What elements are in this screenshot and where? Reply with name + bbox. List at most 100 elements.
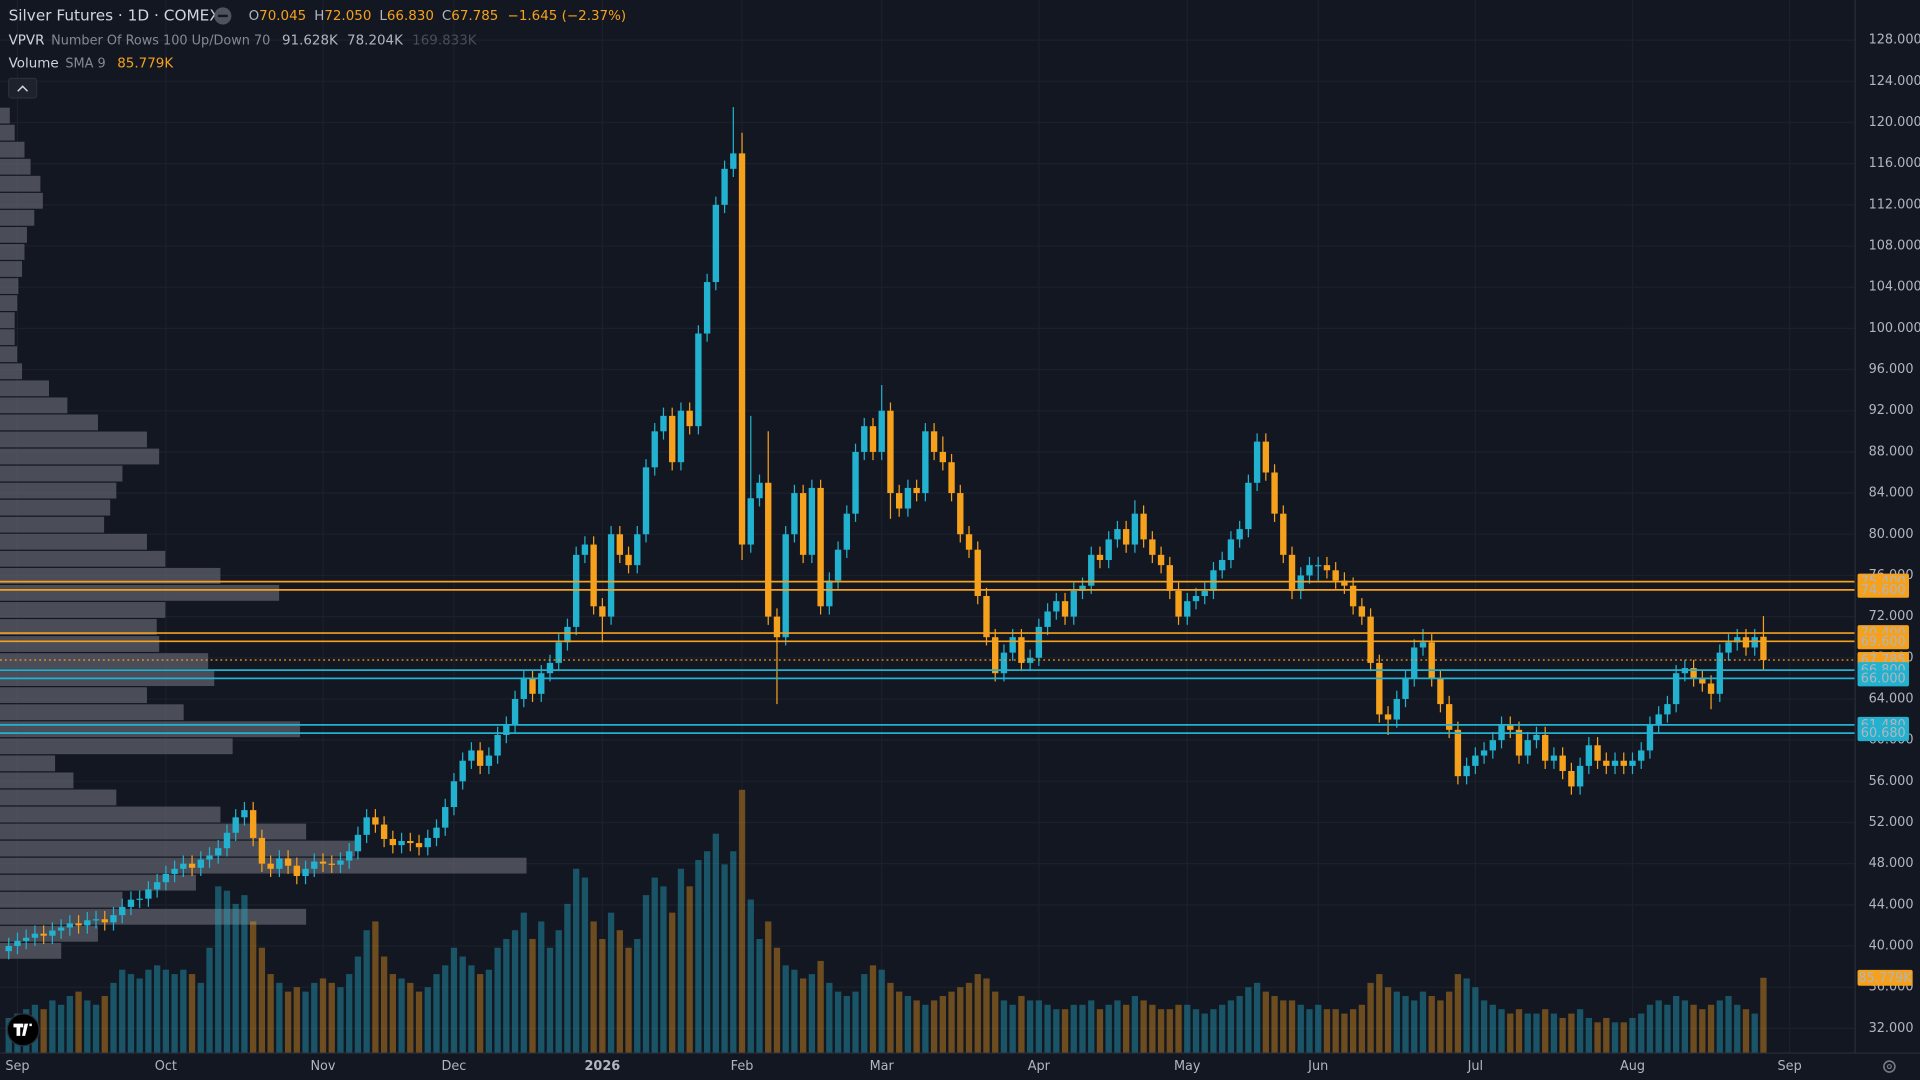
volume-legend: Volume SMA 9 85.779K [9,56,175,72]
level-layer [0,580,1856,734]
candle-body [75,923,82,926]
candle-body [319,861,327,864]
candle-body [258,837,266,864]
logo-mark [13,1023,32,1036]
volume-bar [1035,1000,1042,1054]
volume-bar [1026,1000,1034,1054]
candle-body [607,534,615,617]
vpvr-settings: Number Of Rows 100 Up/Down 70 [51,33,270,48]
vpvr-row [0,209,35,226]
volume-bar [136,978,143,1054]
vpvr-name: VPVR [9,33,45,48]
candle-body [1411,647,1418,679]
y-tick-label: 104.000 [1869,280,1920,295]
candle-body [1288,554,1296,591]
price-axis-bg [1855,0,1920,1080]
candle-body [546,662,554,674]
candle-body [311,861,318,869]
candle-body [1620,760,1627,766]
settings-icon[interactable] [1883,1060,1896,1073]
vpvr-row [0,363,23,380]
candle-body [1219,559,1226,571]
candle-body [1402,678,1409,699]
price-level-box [1857,581,1909,598]
volume-bar [904,996,912,1054]
vpvr-row [0,329,15,346]
volume-bar [581,877,589,1054]
volume-bar [119,969,126,1054]
candle-body [1201,590,1208,597]
candle-body [904,487,912,509]
candle-body [861,426,868,452]
vpvr-row [0,874,196,891]
volume-bar [546,947,554,1054]
volume-bar [1446,991,1453,1054]
candle-body [57,927,65,931]
volume-bar [1664,1004,1671,1054]
volume-bar [206,947,213,1054]
candle-body [1070,590,1077,617]
candle-body [869,426,877,452]
volume-bar [1096,1009,1104,1054]
candle-body [136,898,143,900]
candle-body [1664,704,1671,715]
axis-label-layer: 75.40074.60070.40069.60067.78566.80066.0… [1857,573,1913,986]
ohlc-key: H [314,9,324,24]
collapse-button[interactable] [7,77,38,99]
volume-bar [1498,1009,1505,1054]
volume-bar [1114,1000,1121,1054]
candle-body [895,493,903,509]
candle-body [669,415,676,463]
tv-logo[interactable] [6,1013,40,1047]
candle-body [1157,554,1165,566]
candle-body [834,549,842,581]
candle-body [31,933,39,938]
candle-body [1140,513,1147,540]
candle-body [476,750,484,766]
candle-body [965,534,973,550]
volume-bar [1253,982,1261,1054]
candle-body [1306,565,1313,576]
vpvr-row [0,278,19,294]
vpvr-row [0,653,209,669]
volume-bar [1559,1017,1566,1054]
volume-bar [957,987,964,1054]
candle-body [1734,637,1741,643]
candle-body [712,204,720,283]
vpvr-row [0,584,280,601]
candle-body [983,596,990,638]
volume-bar [861,974,868,1054]
candle-body [162,873,170,883]
candle-body [5,946,12,952]
volume-bar [1184,1004,1191,1054]
candle-body [599,606,606,617]
vpvr-row [0,533,147,550]
vpvr-row [0,295,18,312]
volume-bar [328,982,335,1054]
candle-body [1638,750,1645,761]
volume-bar [686,886,693,1054]
volume-bar [311,982,318,1054]
volume-bar [1262,991,1269,1054]
volume-bar [712,833,719,1054]
volume-bar [573,868,580,1054]
volume-bar [738,789,746,1054]
candle-body [1349,585,1357,607]
vpvr-row [0,482,117,499]
candle-body [721,168,728,205]
volume-bar [896,991,903,1054]
volume-bar [110,982,117,1054]
candle-body [1550,755,1558,761]
candle-body [1437,678,1444,705]
candle-body [799,493,807,555]
volume-bar [1690,1004,1697,1054]
vpvr-row [0,261,23,277]
volume-bar [407,982,414,1054]
ohlc-value: 66.830 [387,9,434,24]
candle-body [1122,529,1130,545]
candle-body [1105,539,1112,560]
volume-bar [590,921,597,1054]
candle-body [337,860,344,865]
candle-body [1131,513,1139,545]
